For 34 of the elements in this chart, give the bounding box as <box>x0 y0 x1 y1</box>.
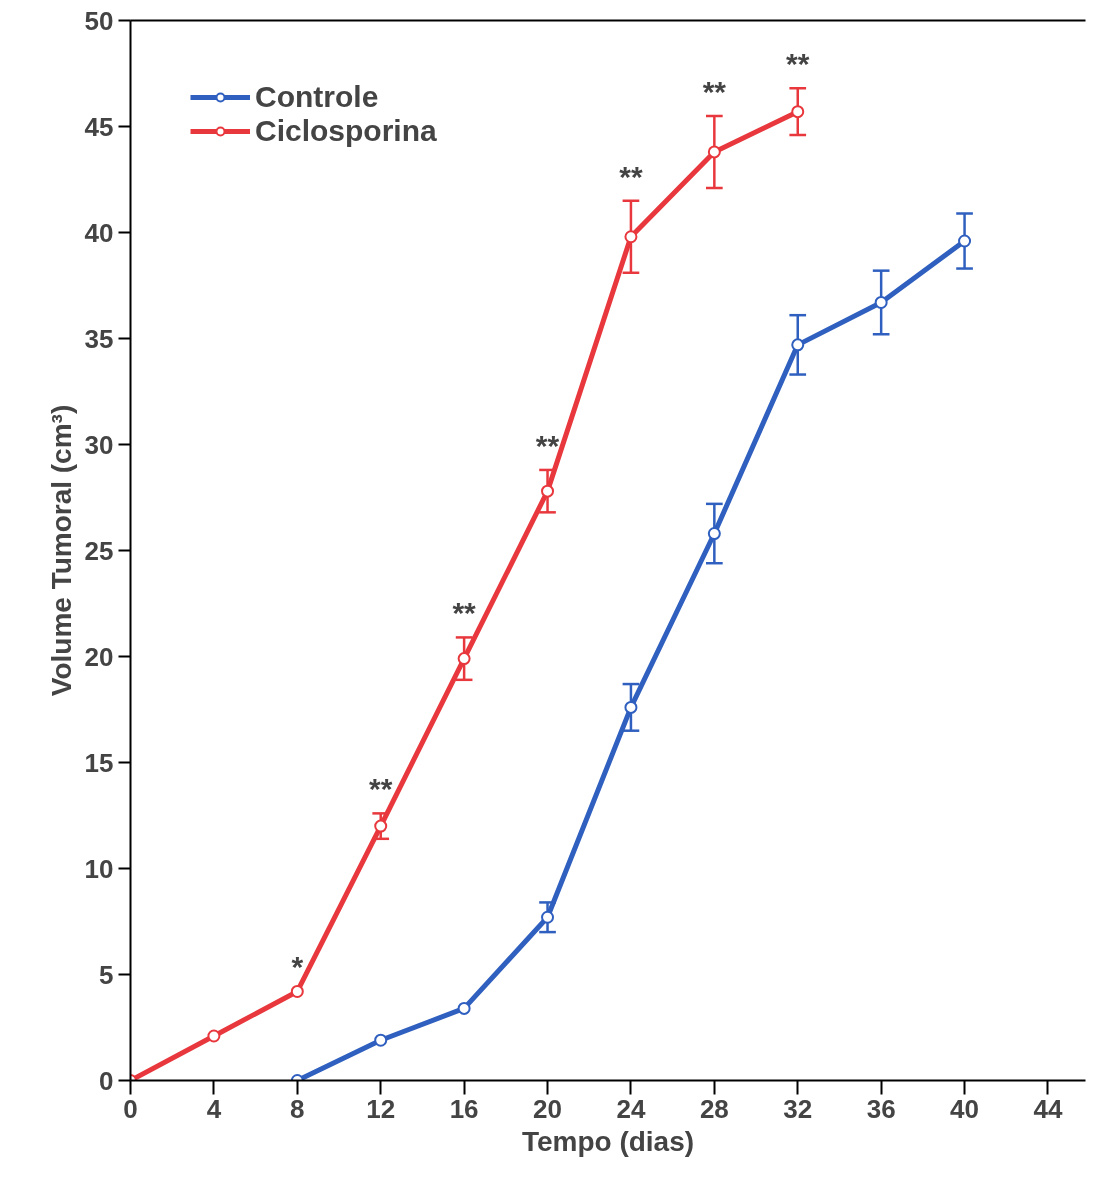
x-tick-label: 8 <box>290 1093 305 1124</box>
x-tick-label: 32 <box>783 1093 813 1124</box>
y-tick-label: 35 <box>84 323 114 354</box>
y-axis-title: Volume Tumoral (cm³) <box>45 404 77 697</box>
x-tick-label: 4 <box>206 1093 222 1124</box>
x-tick-label: 12 <box>366 1093 396 1124</box>
x-tick-label: 44 <box>1033 1093 1063 1124</box>
annotation: ** <box>535 428 560 462</box>
y-tick-label: 5 <box>99 959 114 990</box>
y-tick-label: 15 <box>84 747 114 778</box>
annotation: ** <box>452 596 477 630</box>
legend-label: Controle <box>255 80 379 114</box>
x-tick-label: 28 <box>699 1093 729 1124</box>
x-tick-label: 24 <box>616 1093 646 1124</box>
y-tick-label: 20 <box>84 641 114 672</box>
y-tick-label: 45 <box>84 111 114 142</box>
y-tick-label: 40 <box>84 217 114 248</box>
annotation: ** <box>619 159 643 193</box>
y-tick-label: 10 <box>84 853 114 884</box>
y-tick-label: 50 <box>84 5 114 36</box>
x-tick-label: 20 <box>533 1093 562 1124</box>
legend-label: Ciclosporina <box>255 114 437 148</box>
annotation: * <box>291 950 304 984</box>
x-tick-label: 40 <box>950 1093 980 1124</box>
x-tick-label: 16 <box>449 1093 479 1124</box>
annotation: ** <box>702 74 727 108</box>
x-axis-title: Tempo (dias) <box>521 1125 695 1157</box>
annotation: ** <box>369 772 393 806</box>
x-tick-label: 36 <box>866 1093 896 1124</box>
annotation: ** <box>786 47 810 81</box>
y-tick-label: 30 <box>84 429 114 460</box>
y-tick-label: 25 <box>84 535 114 566</box>
y-tick-label: 0 <box>99 1065 114 1096</box>
x-tick-label: 0 <box>123 1093 138 1124</box>
